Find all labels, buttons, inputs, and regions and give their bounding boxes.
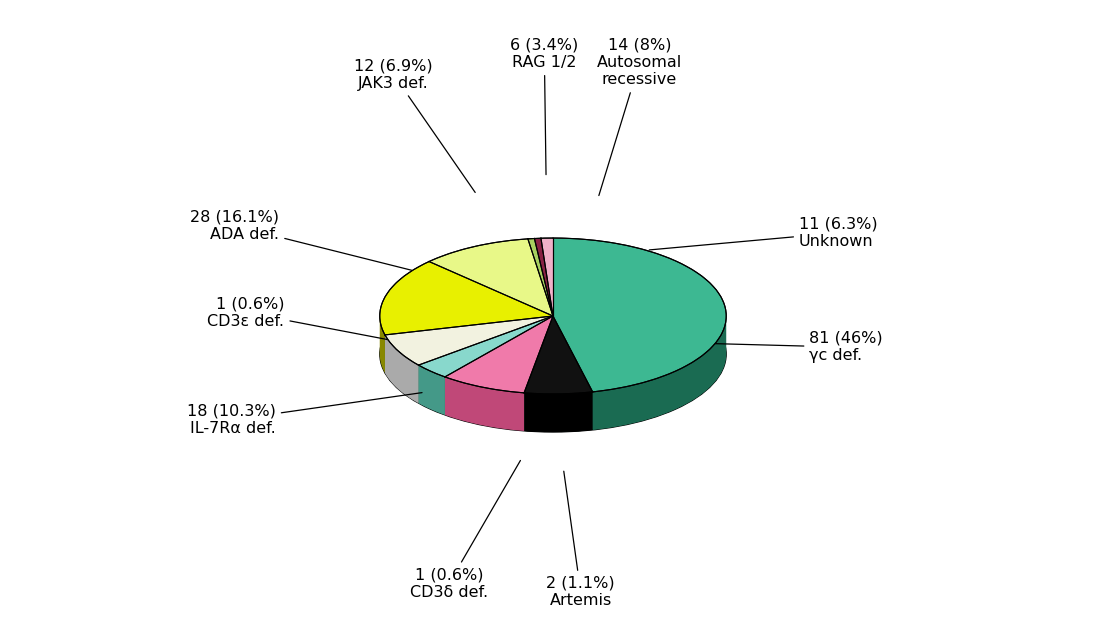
Polygon shape <box>445 316 553 393</box>
Polygon shape <box>418 316 553 377</box>
Text: 14 (8%)
Autosomal
recessive: 14 (8%) Autosomal recessive <box>597 37 682 195</box>
Text: 18 (10.3%)
IL-7Rα def.: 18 (10.3%) IL-7Rα def. <box>187 392 422 436</box>
Text: 11 (6.3%)
Unknown: 11 (6.3%) Unknown <box>649 217 878 250</box>
Text: 1 (0.6%)
CD3δ def.: 1 (0.6%) CD3δ def. <box>410 461 521 600</box>
Polygon shape <box>524 392 593 432</box>
Text: 28 (16.1%)
ADA def.: 28 (16.1%) ADA def. <box>190 210 411 270</box>
Text: 12 (6.9%)
JAK3 def.: 12 (6.9%) JAK3 def. <box>354 58 476 193</box>
Polygon shape <box>553 238 727 392</box>
Polygon shape <box>418 365 445 415</box>
Polygon shape <box>445 377 524 431</box>
Polygon shape <box>593 317 727 430</box>
Polygon shape <box>379 317 385 373</box>
Polygon shape <box>524 316 593 394</box>
Polygon shape <box>385 335 418 403</box>
Text: 6 (3.4%)
RAG 1/2: 6 (3.4%) RAG 1/2 <box>510 37 578 174</box>
Polygon shape <box>429 239 553 316</box>
Polygon shape <box>385 316 553 365</box>
Text: 2 (1.1%)
Artemis: 2 (1.1%) Artemis <box>546 471 615 608</box>
Text: 81 (46%)
γc def.: 81 (46%) γc def. <box>656 331 883 363</box>
Ellipse shape <box>379 276 727 432</box>
Polygon shape <box>541 238 553 316</box>
Polygon shape <box>534 238 553 316</box>
Text: 1 (0.6%)
CD3ε def.: 1 (0.6%) CD3ε def. <box>208 296 442 350</box>
Polygon shape <box>528 238 553 316</box>
Polygon shape <box>379 262 553 335</box>
